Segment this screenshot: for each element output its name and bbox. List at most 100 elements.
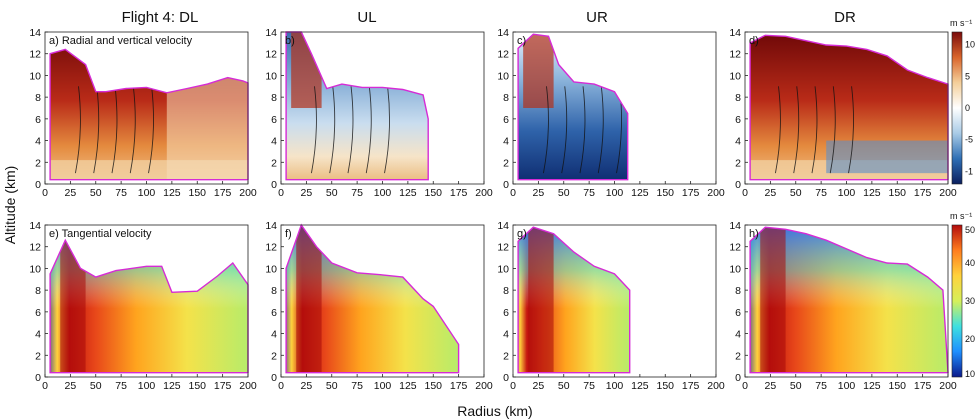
panel-c-y-tick-label: 0	[503, 179, 509, 191]
colorbar-tick-label: 40	[965, 258, 975, 268]
panel-f-x-tick-label: 0	[278, 380, 284, 392]
panel-d-y-tick-label: 10	[729, 70, 741, 82]
colorbar-tick-label: 5	[965, 71, 970, 81]
panel-f-x-tick-label: 75	[351, 380, 363, 392]
panel-h-y-tick-label: 12	[729, 242, 741, 254]
colorbar-tick-label: -1	[965, 166, 973, 176]
panel-f-x-tick-label: 25	[301, 380, 313, 392]
panel-h-coverage-outline	[749, 226, 949, 374]
panel-b-x-tick-label: 50	[326, 187, 338, 199]
panel-g-y-tick-label: 14	[497, 220, 509, 232]
panel-a-x-tick-label: 0	[42, 187, 48, 199]
panel-c-y-tick-label: 10	[497, 70, 509, 82]
colorbar-unit: m s⁻¹	[950, 211, 972, 221]
panel-d-x-tick-label: 125	[863, 187, 881, 199]
panel-h-x-tick-label: 0	[742, 380, 748, 392]
panel-g-x-tick-label: 25	[533, 380, 545, 392]
panel-d-x-tick-label: 150	[888, 187, 906, 199]
panel-c-coverage-outline	[517, 33, 629, 181]
panel-g-x-tick-label: 50	[558, 380, 570, 392]
panel-b: 0 25 50 75 100 125 150 175 200 0 2 4 6 8 10 12 14 b)	[265, 27, 493, 199]
panel-b-x-tick-label: 25	[301, 187, 313, 199]
panel-a-x-tick-label: 100	[138, 187, 156, 199]
panel-f-y-tick-label: 8	[271, 285, 277, 297]
panel-g-y-tick-label: 6	[503, 307, 509, 319]
panel-d-x-tick-label: 50	[790, 187, 802, 199]
panel-c-x-tick-label: 75	[583, 187, 595, 199]
panel-f-y-tick-label: 10	[265, 263, 277, 275]
panel-g-y-tick-label: 0	[503, 372, 509, 384]
panel-f-y-tick-label: 6	[271, 307, 277, 319]
panel-a-y-tick-label: 14	[29, 27, 41, 39]
colorbar-tick-label: 20	[965, 334, 975, 344]
panel-d-y-tick-label: 2	[735, 157, 741, 169]
panel-h-x-tick-label: 75	[815, 380, 827, 392]
panel-e-y-tick-label: 14	[29, 220, 41, 232]
panel-c-y-tick-label: 8	[503, 92, 509, 104]
panel-a-y-tick-label: 4	[35, 136, 41, 148]
panel-c-y-tick-label: 4	[503, 136, 509, 148]
colorbar-row-1: m s⁻¹ 50 40 30 20 10	[950, 211, 975, 379]
panel-e-y-tick-label: 10	[29, 263, 41, 275]
column-title-dl: Flight 4: DL	[122, 9, 199, 26]
panel-f-x-tick-label: 100	[374, 380, 392, 392]
panel-h: 0 25 50 75 100 125 150 175 200 0 2 4 6 8 10 12 14 h)	[729, 220, 957, 392]
panel-h-x-tick-label: 175	[914, 380, 932, 392]
panel-b-x-tick-label: 75	[351, 187, 363, 199]
panel-h-y-tick-label: 10	[729, 263, 741, 275]
panel-d-x-tick-label: 75	[815, 187, 827, 199]
panel-f-field	[286, 225, 459, 373]
panel-g-label: g)	[517, 228, 527, 240]
panel-c-y-tick-label: 2	[503, 157, 509, 169]
panel-e-x-tick-label: 175	[214, 380, 232, 392]
panel-c-x-tick-label: 125	[631, 187, 649, 199]
panel-a-x-tick-label: 75	[115, 187, 127, 199]
panel-h-field	[750, 227, 948, 373]
panel-g-x-tick-label: 0	[510, 380, 516, 392]
panel-b-label: b)	[285, 35, 295, 47]
panel-f-x-tick-label: 50	[326, 380, 338, 392]
panel-f-y-tick-label: 4	[271, 329, 277, 341]
column-title-ul: UL	[357, 9, 376, 26]
panel-a-field	[50, 49, 248, 180]
colorbar-tick-label: 0	[965, 103, 970, 113]
column-title-ur: UR	[586, 9, 608, 26]
panel-h-y-tick-label: 2	[735, 350, 741, 362]
y-axis-label: Altitude (km)	[2, 166, 18, 245]
panel-d: 0 25 50 75 100 125 150 175 200 0 2 4 6 8 10 12 14 d)	[729, 27, 957, 199]
panel-a-y-tick-label: 10	[29, 70, 41, 82]
panel-b-y-tick-label: 10	[265, 70, 277, 82]
panel-d-x-tick-label: 25	[765, 187, 777, 199]
panel-e-x-tick-label: 200	[239, 380, 257, 392]
panel-a-x-tick-label: 50	[90, 187, 102, 199]
panel-d-x-tick-label: 200	[939, 187, 957, 199]
panel-e: 0 25 50 75 100 125 150 175 200 0 2 4 6 8 10 12 14 e) Tang…	[29, 220, 257, 392]
panel-c-x-tick-label: 200	[707, 187, 725, 199]
panel-c-x-tick-label: 25	[533, 187, 545, 199]
panel-e-y-tick-label: 2	[35, 350, 41, 362]
panel-b-y-tick-label: 2	[271, 157, 277, 169]
panel-a-x-tick-label: 125	[163, 187, 181, 199]
panel-b-x-tick-label: 150	[424, 187, 442, 199]
panel-f-y-tick-label: 14	[265, 220, 277, 232]
panel-e-x-tick-label: 150	[188, 380, 206, 392]
panel-c: 0 25 50 75 100 125 150 175 200 0 2 4 6 8 10 12 14 c)	[497, 27, 725, 199]
panel-d-coverage-outline	[749, 34, 949, 181]
panel-h-y-tick-label: 14	[729, 220, 741, 232]
panel-a-x-tick-label: 25	[65, 187, 77, 199]
panel-c-y-tick-label: 14	[497, 27, 509, 39]
panel-h-y-tick-label: 0	[735, 372, 741, 384]
panel-d-x-tick-label: 100	[838, 187, 856, 199]
panel-h-x-tick-label: 150	[888, 380, 906, 392]
panel-b-field	[286, 32, 429, 180]
panel-c-label: c)	[517, 35, 526, 47]
panel-c-y-tick-label: 12	[497, 49, 509, 61]
panel-d-y-tick-label: 14	[729, 27, 741, 39]
panel-h-y-tick-label: 4	[735, 329, 741, 341]
panel-h-x-tick-label: 100	[838, 380, 856, 392]
panel-a-y-tick-label: 2	[35, 157, 41, 169]
panel-d-label: d)	[749, 35, 759, 47]
x-axis-label: Radius (km)	[457, 403, 532, 419]
panel-f-x-tick-label: 125	[399, 380, 417, 392]
